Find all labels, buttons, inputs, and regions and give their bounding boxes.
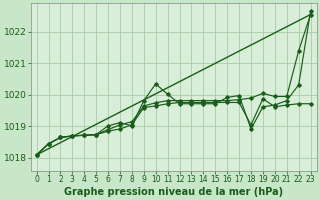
X-axis label: Graphe pression niveau de la mer (hPa): Graphe pression niveau de la mer (hPa) bbox=[64, 187, 283, 197]
